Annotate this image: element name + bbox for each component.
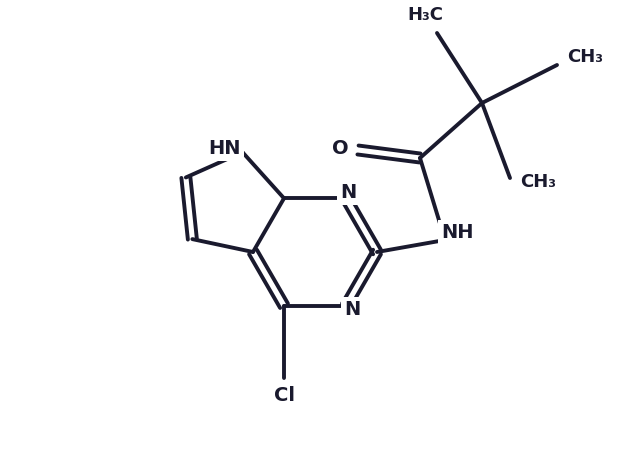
Text: CH₃: CH₃ [520,173,556,191]
Text: H₃C: H₃C [407,6,443,24]
Text: NH: NH [441,222,473,242]
Text: Cl: Cl [273,386,294,405]
Text: HN: HN [208,139,241,158]
Text: N: N [344,300,360,319]
Text: N: N [340,183,356,202]
Text: O: O [332,139,348,157]
Text: CH₃: CH₃ [567,48,603,66]
